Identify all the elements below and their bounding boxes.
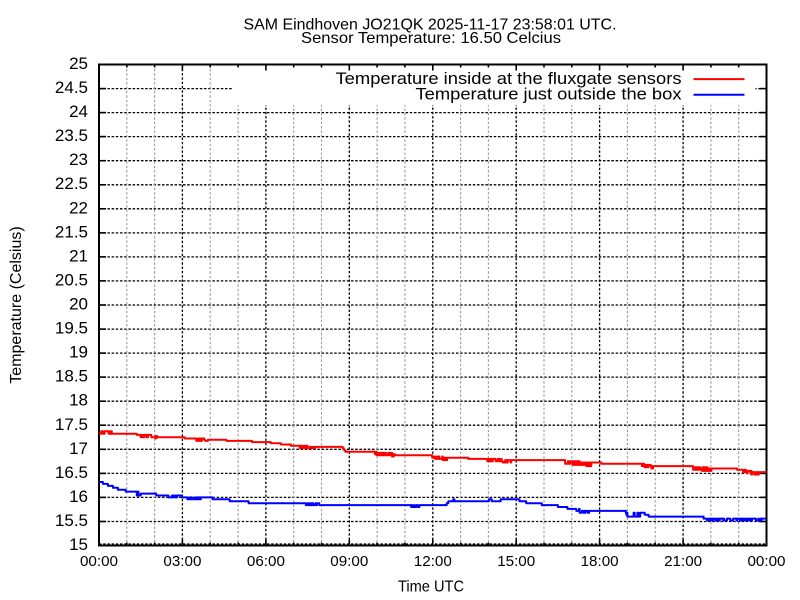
svg-text:20.5: 20.5 [55, 270, 88, 289]
svg-text:24: 24 [69, 102, 88, 121]
svg-text:21.5: 21.5 [55, 222, 88, 241]
svg-text:25: 25 [69, 54, 88, 73]
svg-text:17.5: 17.5 [55, 415, 88, 434]
svg-text:Temperature (Celsius): Temperature (Celsius) [8, 226, 25, 383]
svg-text:20: 20 [69, 295, 88, 314]
svg-text:17: 17 [69, 439, 88, 458]
svg-text:06:00: 06:00 [247, 553, 285, 570]
svg-text:16.5: 16.5 [55, 463, 88, 482]
svg-text:15:00: 15:00 [497, 553, 535, 570]
svg-text:21: 21 [69, 246, 88, 265]
svg-text:00:00: 00:00 [80, 553, 118, 570]
svg-text:22.5: 22.5 [55, 174, 88, 193]
svg-text:19: 19 [69, 343, 88, 362]
svg-text:22: 22 [69, 198, 88, 217]
svg-text:18.5: 18.5 [55, 367, 88, 386]
svg-text:00:00: 00:00 [747, 553, 785, 570]
svg-text:Temperature just outside the b: Temperature just outside the box [416, 85, 683, 104]
svg-text:15: 15 [69, 535, 88, 554]
svg-text:03:00: 03:00 [163, 553, 201, 570]
svg-text:23: 23 [69, 150, 88, 169]
svg-text:24.5: 24.5 [55, 78, 88, 97]
svg-text:18:00: 18:00 [581, 553, 619, 570]
svg-text:Time UTC: Time UTC [398, 579, 464, 596]
svg-text:15.5: 15.5 [55, 511, 88, 530]
svg-text:Sensor Temperature: 16.50 Celc: Sensor Temperature: 16.50 Celcius [301, 30, 561, 47]
svg-text:09:00: 09:00 [330, 553, 368, 570]
svg-text:12:00: 12:00 [414, 553, 452, 570]
svg-text:Temperature inside at the flux: Temperature inside at the fluxgate senso… [336, 69, 682, 88]
svg-text:19.5: 19.5 [55, 319, 88, 338]
svg-text:18: 18 [69, 391, 88, 410]
svg-text:16: 16 [69, 487, 88, 506]
svg-text:21:00: 21:00 [664, 553, 702, 570]
svg-text:23.5: 23.5 [55, 126, 88, 145]
svg-text:SAM Eindhoven JO21QK 2025-11-1: SAM Eindhoven JO21QK 2025-11-17 23:58:01… [244, 17, 617, 34]
